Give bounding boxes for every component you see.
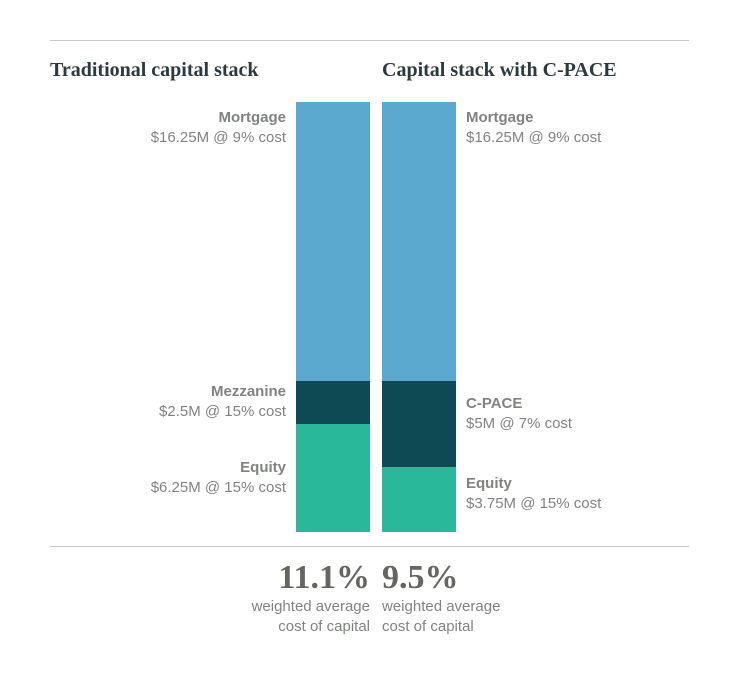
label-detail: $16.25M @ 9% cost <box>151 129 286 146</box>
seg-mortgage-right <box>382 102 456 381</box>
label-cpace-right: C-PACE $5M @ 7% cost <box>466 394 572 433</box>
top-divider <box>50 40 689 41</box>
label-detail: $2.5M @ 15% cost <box>159 403 286 420</box>
label-name: Mortgage <box>151 108 286 128</box>
stack-left: Mortgage $16.25M @ 9% cost Mezzanine $2.… <box>50 102 370 532</box>
seg-equity-right <box>382 467 456 532</box>
label-name: Equity <box>466 474 601 494</box>
stack-right: Mortgage $16.25M @ 9% cost C-PACE $5M @ … <box>382 102 682 532</box>
footer-left: 11.1% weighted average cost of capital <box>50 551 370 636</box>
label-name: C-PACE <box>466 394 572 414</box>
panel-cpace: Capital stack with C-PACE Mortgage $16.2… <box>382 53 682 532</box>
seg-equity-left <box>296 424 370 532</box>
seg-mezzanine-left <box>296 381 370 424</box>
footer-right: 9.5% weighted average cost of capital <box>382 551 682 636</box>
wacc-left: 11.1% <box>50 559 370 597</box>
wacc-sub2-left: cost of capital <box>50 617 370 637</box>
label-detail: $3.75M @ 15% cost <box>466 495 601 512</box>
capital-stack-comparison: Traditional capital stack Mortgage $16.2… <box>0 0 739 686</box>
label-mezzanine-left: Mezzanine $2.5M @ 15% cost <box>159 382 286 421</box>
bar-right <box>382 102 456 532</box>
footer-columns: 11.1% weighted average cost of capital 9… <box>50 551 689 636</box>
seg-mortgage-left <box>296 102 370 381</box>
wacc-sub1-left: weighted average <box>50 597 370 617</box>
label-detail: $5M @ 7% cost <box>466 415 572 432</box>
mid-divider <box>50 546 689 547</box>
label-detail: $16.25M @ 9% cost <box>466 129 601 146</box>
wacc-sub1-right: weighted average <box>382 597 682 617</box>
label-detail: $6.25M @ 15% cost <box>151 479 286 496</box>
label-equity-right: Equity $3.75M @ 15% cost <box>466 474 601 513</box>
label-mortgage-left: Mortgage $16.25M @ 9% cost <box>151 108 286 147</box>
panel-traditional: Traditional capital stack Mortgage $16.2… <box>50 53 370 532</box>
label-name: Mezzanine <box>159 382 286 402</box>
wacc-right: 9.5% <box>382 559 682 597</box>
label-name: Equity <box>151 458 286 478</box>
bar-left <box>296 102 370 532</box>
panel-title-right: Capital stack with C-PACE <box>382 59 682 82</box>
panel-title-left: Traditional capital stack <box>50 59 370 82</box>
label-equity-left: Equity $6.25M @ 15% cost <box>151 458 286 497</box>
seg-cpace-right <box>382 381 456 467</box>
columns: Traditional capital stack Mortgage $16.2… <box>50 53 689 532</box>
wacc-sub2-right: cost of capital <box>382 617 682 637</box>
label-mortgage-right: Mortgage $16.25M @ 9% cost <box>466 108 601 147</box>
label-name: Mortgage <box>466 108 601 128</box>
